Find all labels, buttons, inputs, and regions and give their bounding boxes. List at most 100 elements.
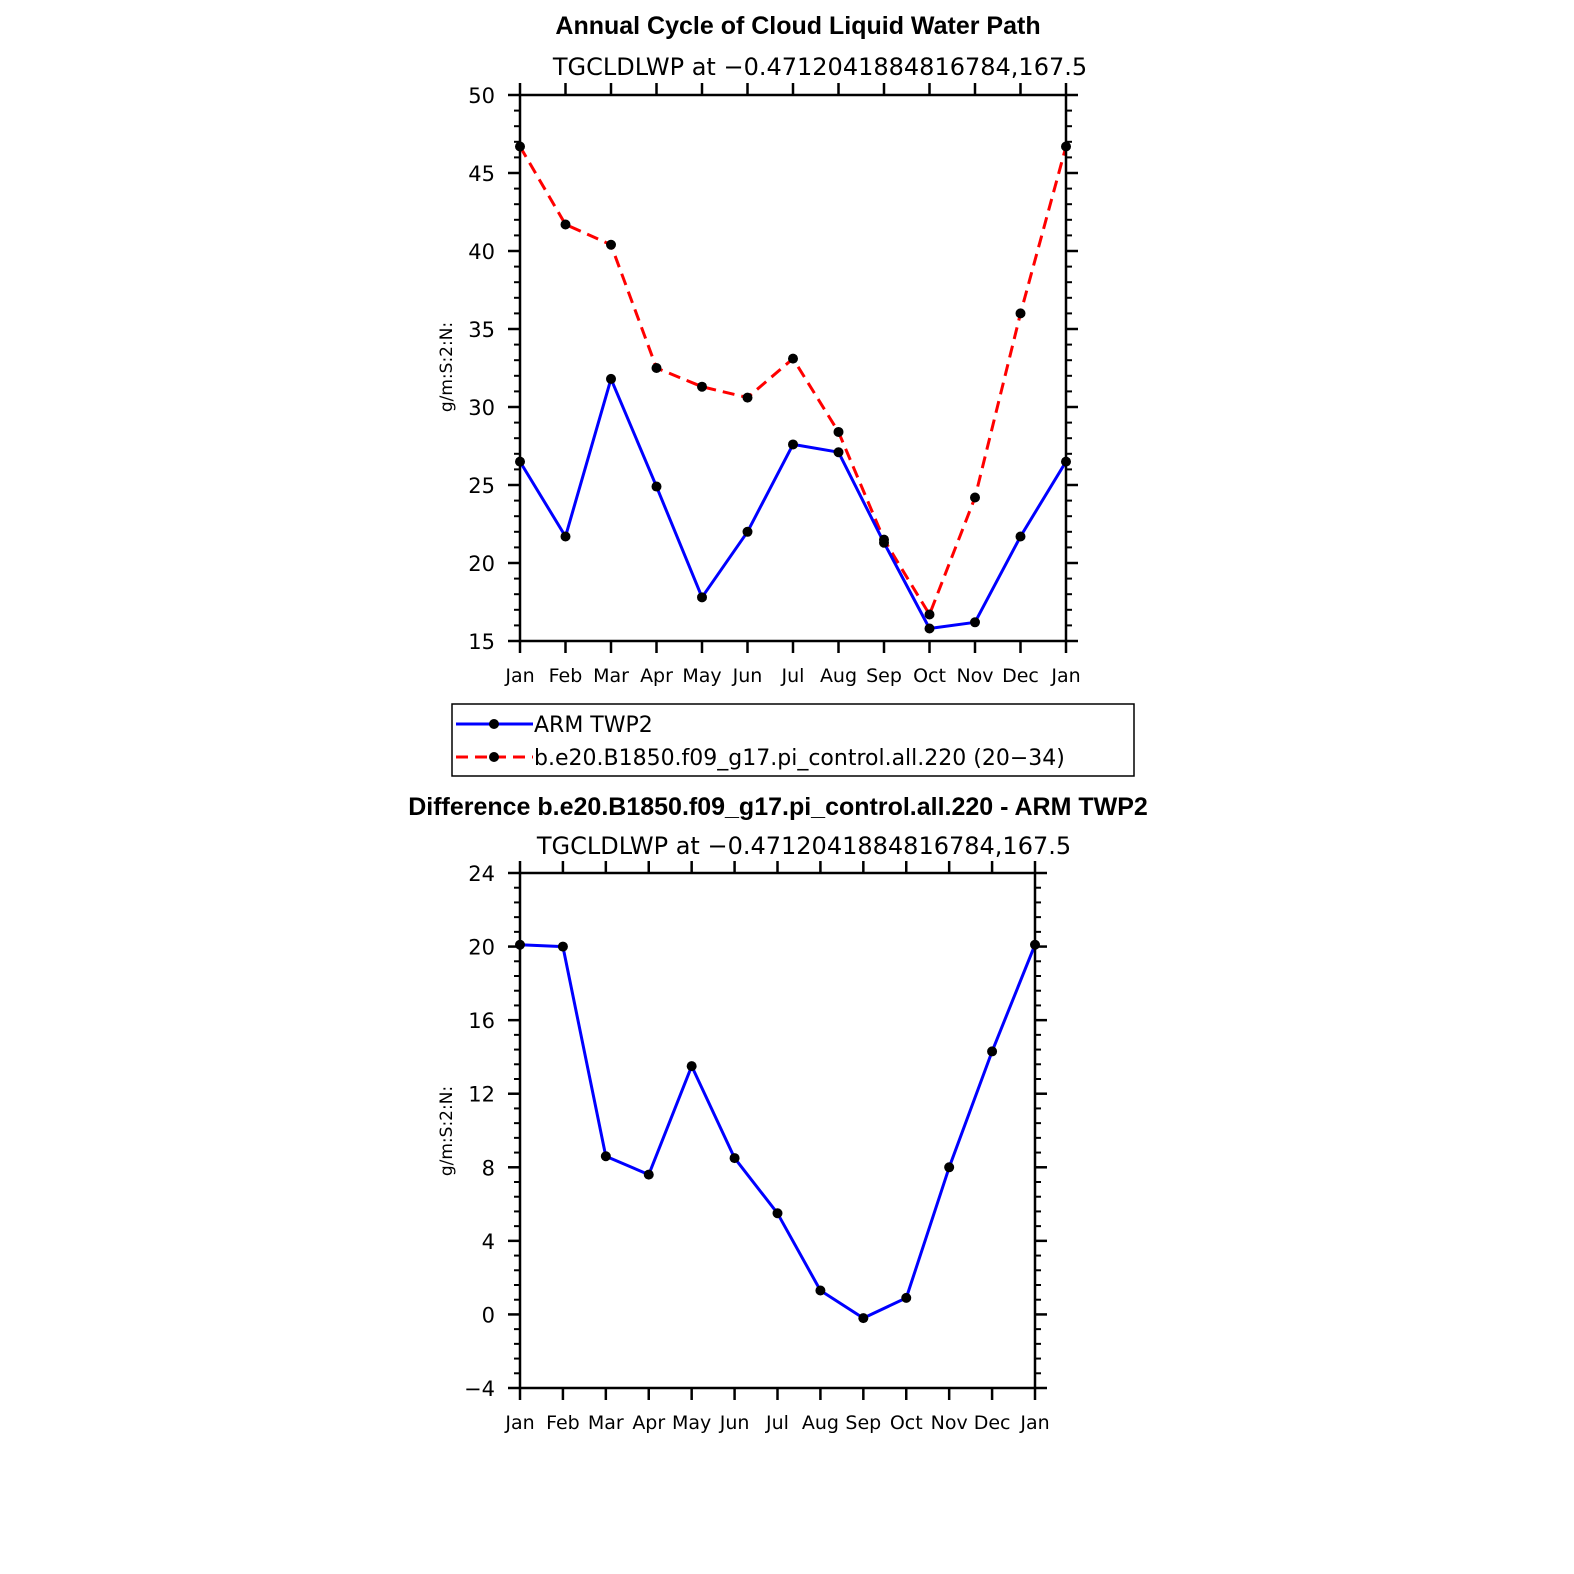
data-point	[560, 531, 571, 542]
chart1-ytick-labels: 15 20 25 30 35 40 45 50	[468, 84, 495, 654]
chart2-xtick-labels: Jan Feb Mar Apr May Jun Jul Aug Sep Oct Nov Dec Jan	[504, 1412, 1049, 1434]
xtick-label: Sep	[845, 1412, 881, 1434]
ytick-label: 0	[482, 1303, 495, 1327]
xtick-label: Aug	[802, 1412, 839, 1434]
legend-marker-model	[489, 752, 499, 762]
data-point	[729, 1153, 740, 1164]
data-point	[651, 363, 662, 373]
xtick-label: Aug	[820, 665, 857, 687]
data-point	[901, 1292, 912, 1303]
data-point	[970, 492, 980, 503]
xtick-label: Dec	[974, 1412, 1011, 1434]
data-point	[742, 392, 753, 403]
xtick-label: Jan	[1050, 665, 1080, 687]
series-line	[518, 377, 1068, 630]
legend-label-arm: ARM TWP2	[534, 713, 653, 738]
xtick-label: Sep	[866, 665, 902, 687]
chart2-ytick-labels: −4 0 4 8 12 16 20 24	[464, 862, 495, 1401]
ytick-label: 16	[468, 1009, 495, 1033]
xtick-label: Jan	[1019, 1412, 1049, 1434]
chart2-ticks	[508, 861, 1047, 1400]
chart1-subtitle: TGCLDLWP at −0.4712041884816784,167.5	[552, 53, 1087, 81]
xtick-label: Nov	[956, 665, 993, 687]
ytick-label: 45	[468, 162, 495, 186]
xtick-label: Nov	[931, 1412, 968, 1434]
chart2-subtitle: TGCLDLWP at −0.4712041884816784,167.5	[536, 832, 1071, 860]
data-point	[606, 373, 616, 384]
data-point	[772, 1208, 783, 1219]
xtick-label: Apr	[640, 665, 673, 687]
xtick-label: Jan	[504, 665, 534, 687]
data-point	[697, 592, 707, 603]
data-point	[788, 439, 798, 450]
chart1-legend: ARM TWP2 b.e20.B1850.f09_g17.pi_control.…	[451, 703, 1135, 777]
xtick-label: May	[682, 665, 721, 687]
xtick-label: Oct	[890, 1412, 923, 1434]
xtick-label: Oct	[913, 665, 946, 687]
chart2-plot-frame	[518, 871, 1037, 1390]
data-point	[879, 534, 889, 545]
data-point	[858, 1313, 869, 1324]
data-point	[987, 1046, 998, 1057]
ytick-label: 25	[468, 474, 495, 498]
data-point	[833, 426, 844, 437]
data-point	[924, 623, 935, 634]
ytick-label: 8	[482, 1156, 495, 1180]
data-point	[686, 1061, 697, 1072]
difference-chart: Difference b.e20.B1850.f09_g17.pi_contro…	[408, 793, 1148, 1434]
data-point	[944, 1162, 955, 1173]
data-point	[557, 941, 568, 952]
xtick-label: Jun	[732, 665, 763, 687]
chart2-series	[515, 939, 1040, 1324]
ytick-label: 4	[482, 1230, 495, 1254]
data-point	[833, 447, 844, 458]
xtick-label: Jun	[719, 1412, 750, 1434]
data-point	[606, 239, 616, 250]
data-point	[924, 609, 935, 620]
chart1-ylabel: g/m:S:2:N:	[437, 322, 457, 412]
ytick-label: 20	[468, 552, 495, 576]
xtick-label: Mar	[588, 1412, 624, 1434]
ytick-label: 20	[468, 936, 495, 960]
annual-cycle-chart: Annual Cycle of Cloud Liquid Water Path …	[437, 12, 1135, 777]
ytick-label: 24	[468, 862, 495, 886]
data-point	[651, 481, 662, 492]
xtick-label: May	[672, 1412, 711, 1434]
xtick-label: Apr	[632, 1412, 665, 1434]
series-line	[519, 943, 1037, 1320]
ytick-label: 35	[468, 318, 495, 342]
chart1-xtick-labels: Jan Feb Mar Apr May Jun Jul Aug Sep Oct Nov Dec Jan	[504, 665, 1080, 687]
xtick-label: Feb	[546, 1412, 580, 1434]
xtick-label: Dec	[1002, 665, 1039, 687]
chart1-ticks	[508, 83, 1078, 653]
ytick-label: −4	[464, 1377, 495, 1401]
ytick-label: 15	[468, 630, 495, 654]
chart1-plot-frame	[518, 93, 1068, 643]
data-point	[697, 381, 707, 392]
xtick-label: Jul	[765, 1412, 789, 1434]
chart2-ylabel: g/m:S:2:N:	[437, 1086, 457, 1176]
chart2-title: Difference b.e20.B1850.f09_g17.pi_contro…	[408, 793, 1148, 821]
data-point	[1015, 531, 1026, 542]
xtick-label: Mar	[593, 665, 629, 687]
data-point	[600, 1151, 611, 1162]
ytick-label: 50	[468, 84, 495, 108]
data-point	[970, 617, 980, 628]
legend-label-model: b.e20.B1850.f09_g17.pi_control.all.220 (…	[534, 746, 1065, 771]
data-point	[742, 526, 753, 537]
xtick-label: Jul	[781, 665, 805, 687]
xtick-label: Jan	[504, 1412, 534, 1434]
chart1-series	[515, 141, 1071, 634]
ytick-label: 12	[468, 1083, 495, 1107]
ytick-label: 40	[468, 240, 495, 264]
xtick-label: Feb	[549, 665, 583, 687]
data-point	[560, 219, 571, 230]
data-point	[643, 1169, 654, 1180]
data-point	[1015, 308, 1026, 319]
legend-marker-arm	[489, 719, 499, 729]
ytick-label: 30	[468, 396, 495, 420]
series-line	[518, 145, 1068, 616]
legend-box	[451, 703, 1135, 777]
chart1-title: Annual Cycle of Cloud Liquid Water Path	[555, 12, 1040, 40]
